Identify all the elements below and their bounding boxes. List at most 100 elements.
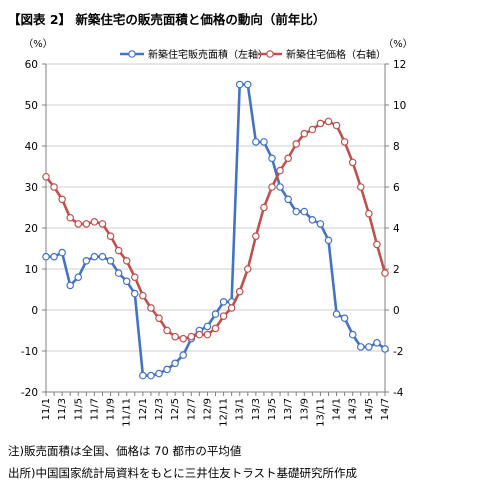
data-point: [300, 207, 309, 216]
data-point: [284, 195, 292, 204]
data-point: [90, 218, 99, 226]
x-tick-label: 13/11: [315, 398, 326, 427]
data-point: [316, 119, 325, 128]
x-tick-label: 14/1: [332, 398, 343, 420]
x-tick-label: 14/5: [364, 398, 375, 420]
data-point: [203, 330, 212, 339]
data-point: [235, 80, 244, 89]
right-tick-label: -2: [393, 346, 403, 358]
data-point: [356, 343, 365, 351]
x-tick-label: 13/3: [251, 398, 262, 420]
data-point: [82, 256, 91, 265]
note-source-definition: 注)販売面積は全国、価格は 70 都市の平均値: [8, 444, 242, 458]
data-point: [268, 183, 276, 191]
data-point: [260, 203, 268, 212]
legend: 新築住宅販売面積（左軸） 新築住宅価格（右軸）: [120, 48, 386, 61]
data-point: [50, 183, 58, 191]
data-point: [66, 281, 75, 290]
gridlines: [46, 63, 385, 352]
data-point: [50, 252, 58, 261]
data-point: [243, 265, 252, 273]
left-axis-ticks: -20 -10 0 10 20 30 40 50 60: [21, 59, 46, 399]
left-tick-label: 20: [25, 223, 38, 235]
legend-label: 新築住宅販売面積（左軸）: [148, 48, 268, 61]
x-tick-label: 12/3: [154, 398, 165, 420]
right-tick-label: 8: [393, 141, 400, 153]
left-tick-label: 50: [25, 100, 38, 112]
data-point: [187, 332, 196, 341]
right-tick-label: -4: [393, 387, 404, 399]
x-tick-label: 14/3: [348, 398, 359, 420]
right-axis-unit-label: （%）: [383, 38, 413, 50]
left-tick-label: -10: [21, 346, 38, 358]
note-source-attribution: 出所)中国国家統計局資料をもとに三井住友トラスト基礎研究所作成: [8, 466, 358, 480]
x-axis-ticks: 11/1 11/3 11/5 11/7 11/9 11/11 12/1 12/3 12/5 12/…: [41, 392, 391, 427]
x-tick-label: 13/7: [283, 398, 294, 420]
data-point: [211, 310, 220, 318]
data-point: [58, 195, 66, 204]
legend-swatch-marker: [266, 50, 274, 58]
right-axis-ticks: -4 -2 0 2 4 6 8 10 12: [385, 59, 406, 399]
data-point: [82, 220, 91, 228]
x-tick-label: 13/1: [235, 398, 246, 420]
data-point: [340, 314, 349, 323]
data-point: [106, 232, 115, 241]
data-point: [219, 297, 228, 306]
series-layer: [42, 80, 389, 380]
data-point: [260, 138, 268, 146]
data-point: [98, 252, 107, 261]
data-point: [300, 129, 309, 138]
data-point: [356, 183, 365, 191]
data-point: [276, 166, 284, 175]
data-point: [122, 277, 131, 286]
data-point: [130, 289, 139, 298]
data-point: [324, 236, 333, 245]
data-point: [235, 287, 244, 296]
left-tick-label: 10: [25, 264, 38, 276]
data-point: [219, 312, 228, 320]
right-tick-label: 2: [393, 264, 400, 276]
left-tick-label: 40: [25, 141, 38, 153]
right-tick-label: 12: [393, 59, 406, 71]
data-point: [373, 240, 381, 249]
data-point: [308, 216, 317, 224]
data-point: [252, 138, 260, 146]
data-point: [179, 351, 188, 359]
x-tick-label: 13/9: [299, 398, 310, 420]
data-point: [139, 291, 147, 300]
data-point: [42, 172, 50, 181]
data-point: [155, 369, 163, 378]
data-point: [106, 256, 115, 265]
legend-swatch-marker: [128, 50, 136, 58]
x-tick-label: 12/1: [138, 398, 149, 420]
data-point: [381, 269, 389, 277]
right-tick-label: 6: [393, 182, 400, 194]
data-point: [268, 154, 276, 163]
x-tick-label: 11/9: [106, 398, 117, 420]
data-point: [365, 343, 373, 351]
data-point: [171, 332, 179, 341]
data-point: [139, 371, 147, 380]
data-point: [203, 322, 212, 331]
data-point: [332, 121, 341, 130]
left-tick-label: 30: [25, 182, 38, 194]
x-tick-label: 12/5: [170, 398, 181, 420]
data-point: [252, 232, 260, 241]
data-point: [58, 248, 66, 257]
chart-title: 【図表 2】 新築住宅の販売面積と価格の動向（前年比）: [8, 12, 326, 27]
right-tick-label: 0: [393, 305, 400, 317]
data-point: [114, 269, 123, 277]
data-point: [292, 207, 301, 216]
x-tick-label: 11/7: [89, 398, 100, 420]
right-tick-label: 10: [393, 100, 406, 112]
x-tick-label: 13/5: [267, 398, 278, 420]
data-point: [163, 365, 171, 374]
data-point: [163, 326, 171, 335]
data-point: [66, 213, 75, 222]
data-point: [227, 304, 236, 312]
data-point: [284, 154, 292, 163]
data-point: [147, 304, 155, 312]
data-point: [243, 80, 252, 89]
data-point: [171, 359, 179, 368]
data-point: [74, 273, 83, 282]
